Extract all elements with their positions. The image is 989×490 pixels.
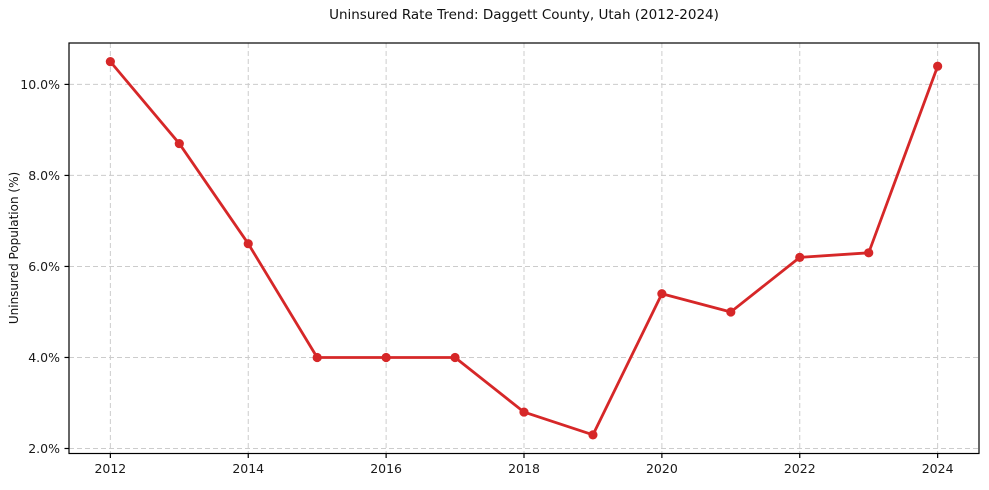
data-point <box>795 252 805 262</box>
x-tick-label: 2022 <box>784 461 816 476</box>
data-point <box>588 430 598 440</box>
data-point <box>243 239 253 249</box>
data-point <box>450 352 460 363</box>
y-tick-label: 6.0% <box>28 259 60 274</box>
y-tick-label: 2.0% <box>28 441 60 456</box>
x-tick-label: 2024 <box>922 461 954 476</box>
data-point <box>726 307 736 317</box>
data-point <box>933 61 943 71</box>
data-point <box>174 138 184 149</box>
x-tick-label: 2016 <box>370 461 402 476</box>
x-tick-label: 2020 <box>646 461 678 476</box>
y-tick-label: 8.0% <box>28 168 60 183</box>
data-point <box>657 289 667 299</box>
x-tick-label: 2018 <box>508 461 540 476</box>
data-point <box>312 352 322 363</box>
x-tick-label: 2014 <box>232 461 264 476</box>
data-point <box>381 352 391 363</box>
chart-title: Uninsured Rate Trend: Daggett County, Ut… <box>329 7 719 23</box>
data-point <box>519 407 529 417</box>
data-point <box>864 248 874 258</box>
y-tick-label: 4.0% <box>28 350 60 365</box>
data-point <box>105 57 115 67</box>
x-tick-label: 2012 <box>94 461 126 476</box>
y-tick-label: 10.0% <box>20 77 60 92</box>
